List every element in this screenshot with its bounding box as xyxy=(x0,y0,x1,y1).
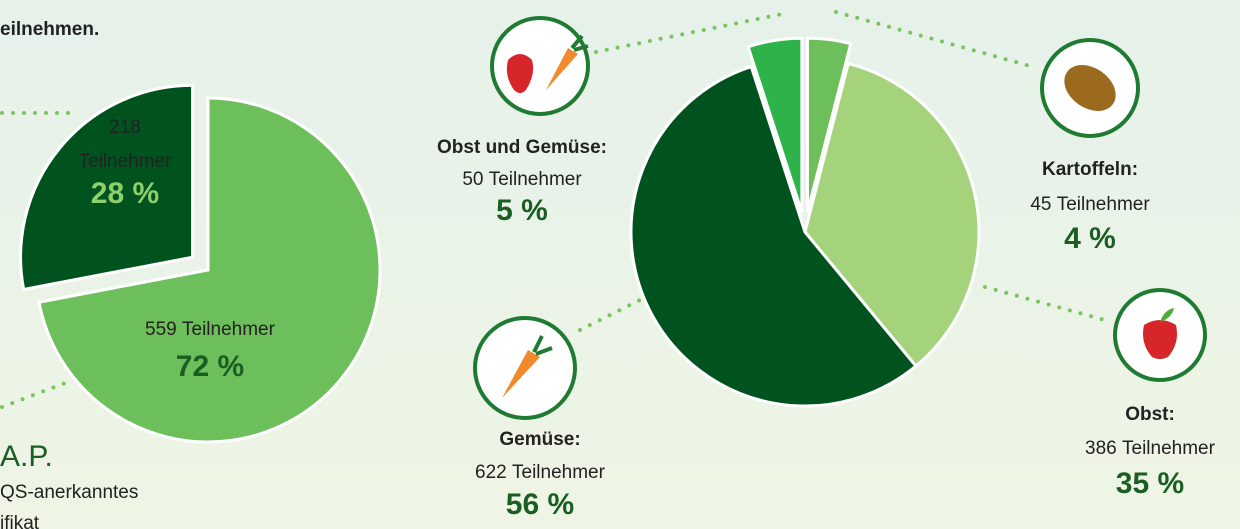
icon-carrot xyxy=(473,316,577,420)
value-label: 72 % xyxy=(176,350,244,383)
pie-slice xyxy=(746,36,804,213)
count-unit: Teilnehmer xyxy=(512,462,606,483)
category-label: Obst und Gemüse: xyxy=(437,137,607,158)
count-number: 218 xyxy=(109,117,141,138)
count-unit: Teilnehmer xyxy=(489,169,583,190)
count-label: 45 Teilnehmer xyxy=(1030,194,1150,215)
count-number: 559 xyxy=(145,319,177,340)
gap-title: A.P. xyxy=(0,440,53,473)
pie-slice xyxy=(629,64,919,408)
icon-potato xyxy=(1040,38,1140,138)
category-label: Kartoffeln: xyxy=(1042,159,1138,180)
connector-dots xyxy=(0,10,1114,409)
intro-text: eilnehmen. xyxy=(0,19,99,40)
count-unit: Teilnehmer xyxy=(182,319,276,340)
count-number: 50 xyxy=(462,169,483,190)
count-unit: Teilnehmer xyxy=(1057,194,1151,215)
pie-slice xyxy=(806,36,853,213)
value-label: 56 % xyxy=(506,488,574,521)
count-number: 386 xyxy=(1085,438,1117,459)
pie-slice xyxy=(37,96,382,444)
count-label: 622 Teilnehmer xyxy=(475,462,606,483)
count-label: 386 Teilnehmer xyxy=(1085,438,1216,459)
pie-slice xyxy=(19,83,195,292)
pie-slice xyxy=(803,61,981,369)
value-label: 4 % xyxy=(1064,222,1116,255)
count-unit: Teilnehmer xyxy=(79,151,173,172)
gap-line: QS-anerkanntes xyxy=(0,482,138,503)
value-label: 5 % xyxy=(496,194,548,227)
count-label: 218 xyxy=(109,117,141,138)
category-label: Gemüse: xyxy=(499,429,580,450)
value-label: 28 % xyxy=(91,177,159,210)
value-label: 35 % xyxy=(1116,467,1184,500)
icon-apple xyxy=(1113,288,1207,382)
count-label: 559 Teilnehmer xyxy=(145,319,276,340)
count-number: 622 xyxy=(475,462,507,483)
category-label: Obst: xyxy=(1125,404,1175,425)
count-number: 45 xyxy=(1030,194,1051,215)
count-label: 50 Teilnehmer xyxy=(462,169,582,190)
icon-fruit-veg xyxy=(490,16,590,116)
count-unit: Teilnehmer xyxy=(1122,438,1216,459)
gap-line: ifikat xyxy=(0,513,40,529)
